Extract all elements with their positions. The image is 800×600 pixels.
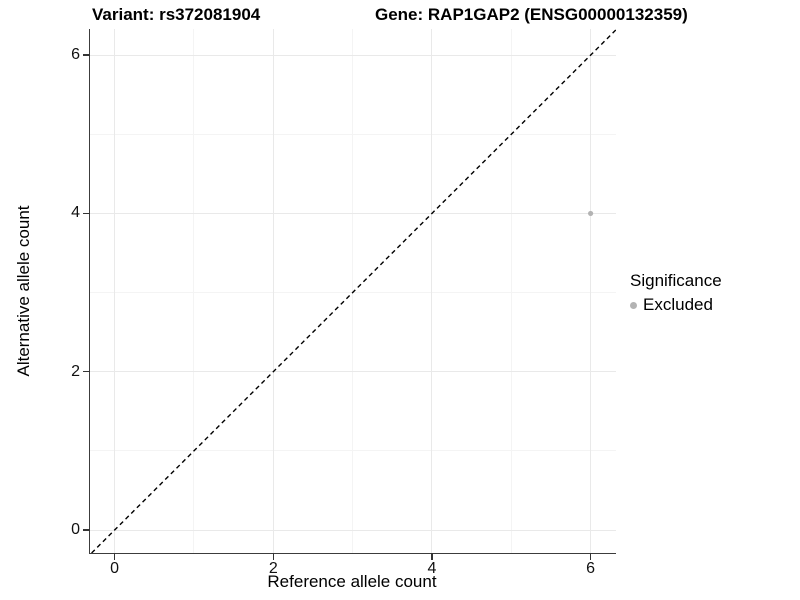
legend-item-excluded: Excluded (630, 295, 722, 315)
x-axis-tick (431, 553, 433, 560)
legend: Significance Excluded (630, 271, 722, 315)
x-tick-label: 0 (110, 560, 120, 577)
legend-title: Significance (630, 271, 722, 290)
y-minor-gridline (90, 450, 616, 452)
x-axis-title: Reference allele count (267, 572, 437, 591)
x-tick-label: 6 (586, 560, 596, 577)
y-major-gridline (90, 529, 616, 531)
y-axis-tick (83, 54, 90, 56)
gene-title: Gene: RAP1GAP2 (ENSG00000132359) (375, 5, 688, 24)
y-axis-tick (83, 212, 90, 215)
x-axis-tick (113, 553, 116, 560)
y-tick-label: 2 (71, 362, 80, 380)
x-axis-tick (589, 553, 592, 560)
y-axis-tick (83, 370, 90, 373)
x-major-gridline (431, 29, 433, 553)
y-axis-title: Alternative allele count (14, 205, 33, 377)
y-tick-label: 6 (71, 46, 80, 64)
legend-swatch (630, 301, 637, 309)
y-axis-tick (83, 529, 90, 531)
x-minor-gridline (352, 29, 354, 553)
y-tick-label: 0 (71, 521, 80, 539)
x-tick-label: 4 (427, 560, 437, 577)
x-axis-tick (272, 553, 275, 560)
legend-item-label: Excluded (643, 295, 713, 314)
x-major-gridline (272, 29, 274, 553)
y-major-gridline (90, 54, 616, 56)
data-point (588, 210, 594, 217)
y-minor-gridline (90, 133, 616, 135)
y-major-gridline (90, 371, 616, 373)
x-major-gridline (590, 29, 592, 553)
x-minor-gridline (510, 29, 512, 553)
x-tick-label: 2 (268, 560, 278, 577)
identity-line (91, 29, 616, 553)
plot-svg (91, 29, 616, 553)
x-major-gridline (114, 29, 116, 553)
variant-title: Variant: rs372081904 (92, 5, 261, 24)
x-minor-gridline (193, 29, 195, 553)
plot-panel: 0 2 4 6 0 2 4 6 (71, 29, 616, 577)
y-tick-label: 4 (71, 204, 80, 222)
y-major-gridline (90, 212, 616, 214)
